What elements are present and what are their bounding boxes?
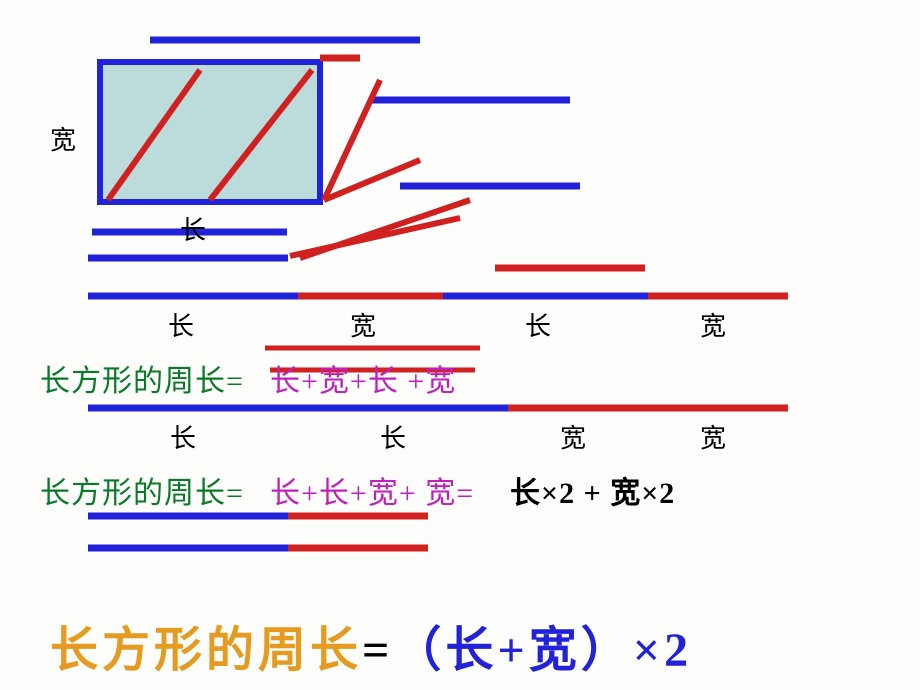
row1-label-2: 长 (525, 306, 551, 343)
formula1-left: 长方形的周长= (40, 356, 244, 400)
formula2-mid: 长+长+宽+ 宽= (270, 468, 474, 512)
formula2-right: 长×2 + 宽×2 (510, 468, 675, 512)
rect-length-label: 长 (180, 210, 206, 247)
row1-label-0: 长 (168, 306, 194, 343)
row2-label-2: 宽 (560, 418, 586, 455)
diagram-stage: 宽 长 长 宽 长 宽 长方形的周长= 长+宽+长 +宽 长 长 宽 宽 长方形… (0, 0, 920, 690)
row2-label-1: 长 (380, 418, 406, 455)
row1-label-1: 宽 (350, 306, 376, 343)
formula2-left: 长方形的周长= (40, 468, 244, 512)
row2-label-3: 宽 (700, 418, 726, 455)
final-formula: 长方形的周长=（长+宽）×2 (50, 610, 692, 680)
row2-label-0: 长 (170, 418, 196, 455)
diagram-svg (0, 0, 920, 690)
rect-width-label: 宽 (50, 120, 76, 157)
row1-label-3: 宽 (700, 306, 726, 343)
formula1-right: 长+宽+长 +宽 (270, 356, 456, 400)
